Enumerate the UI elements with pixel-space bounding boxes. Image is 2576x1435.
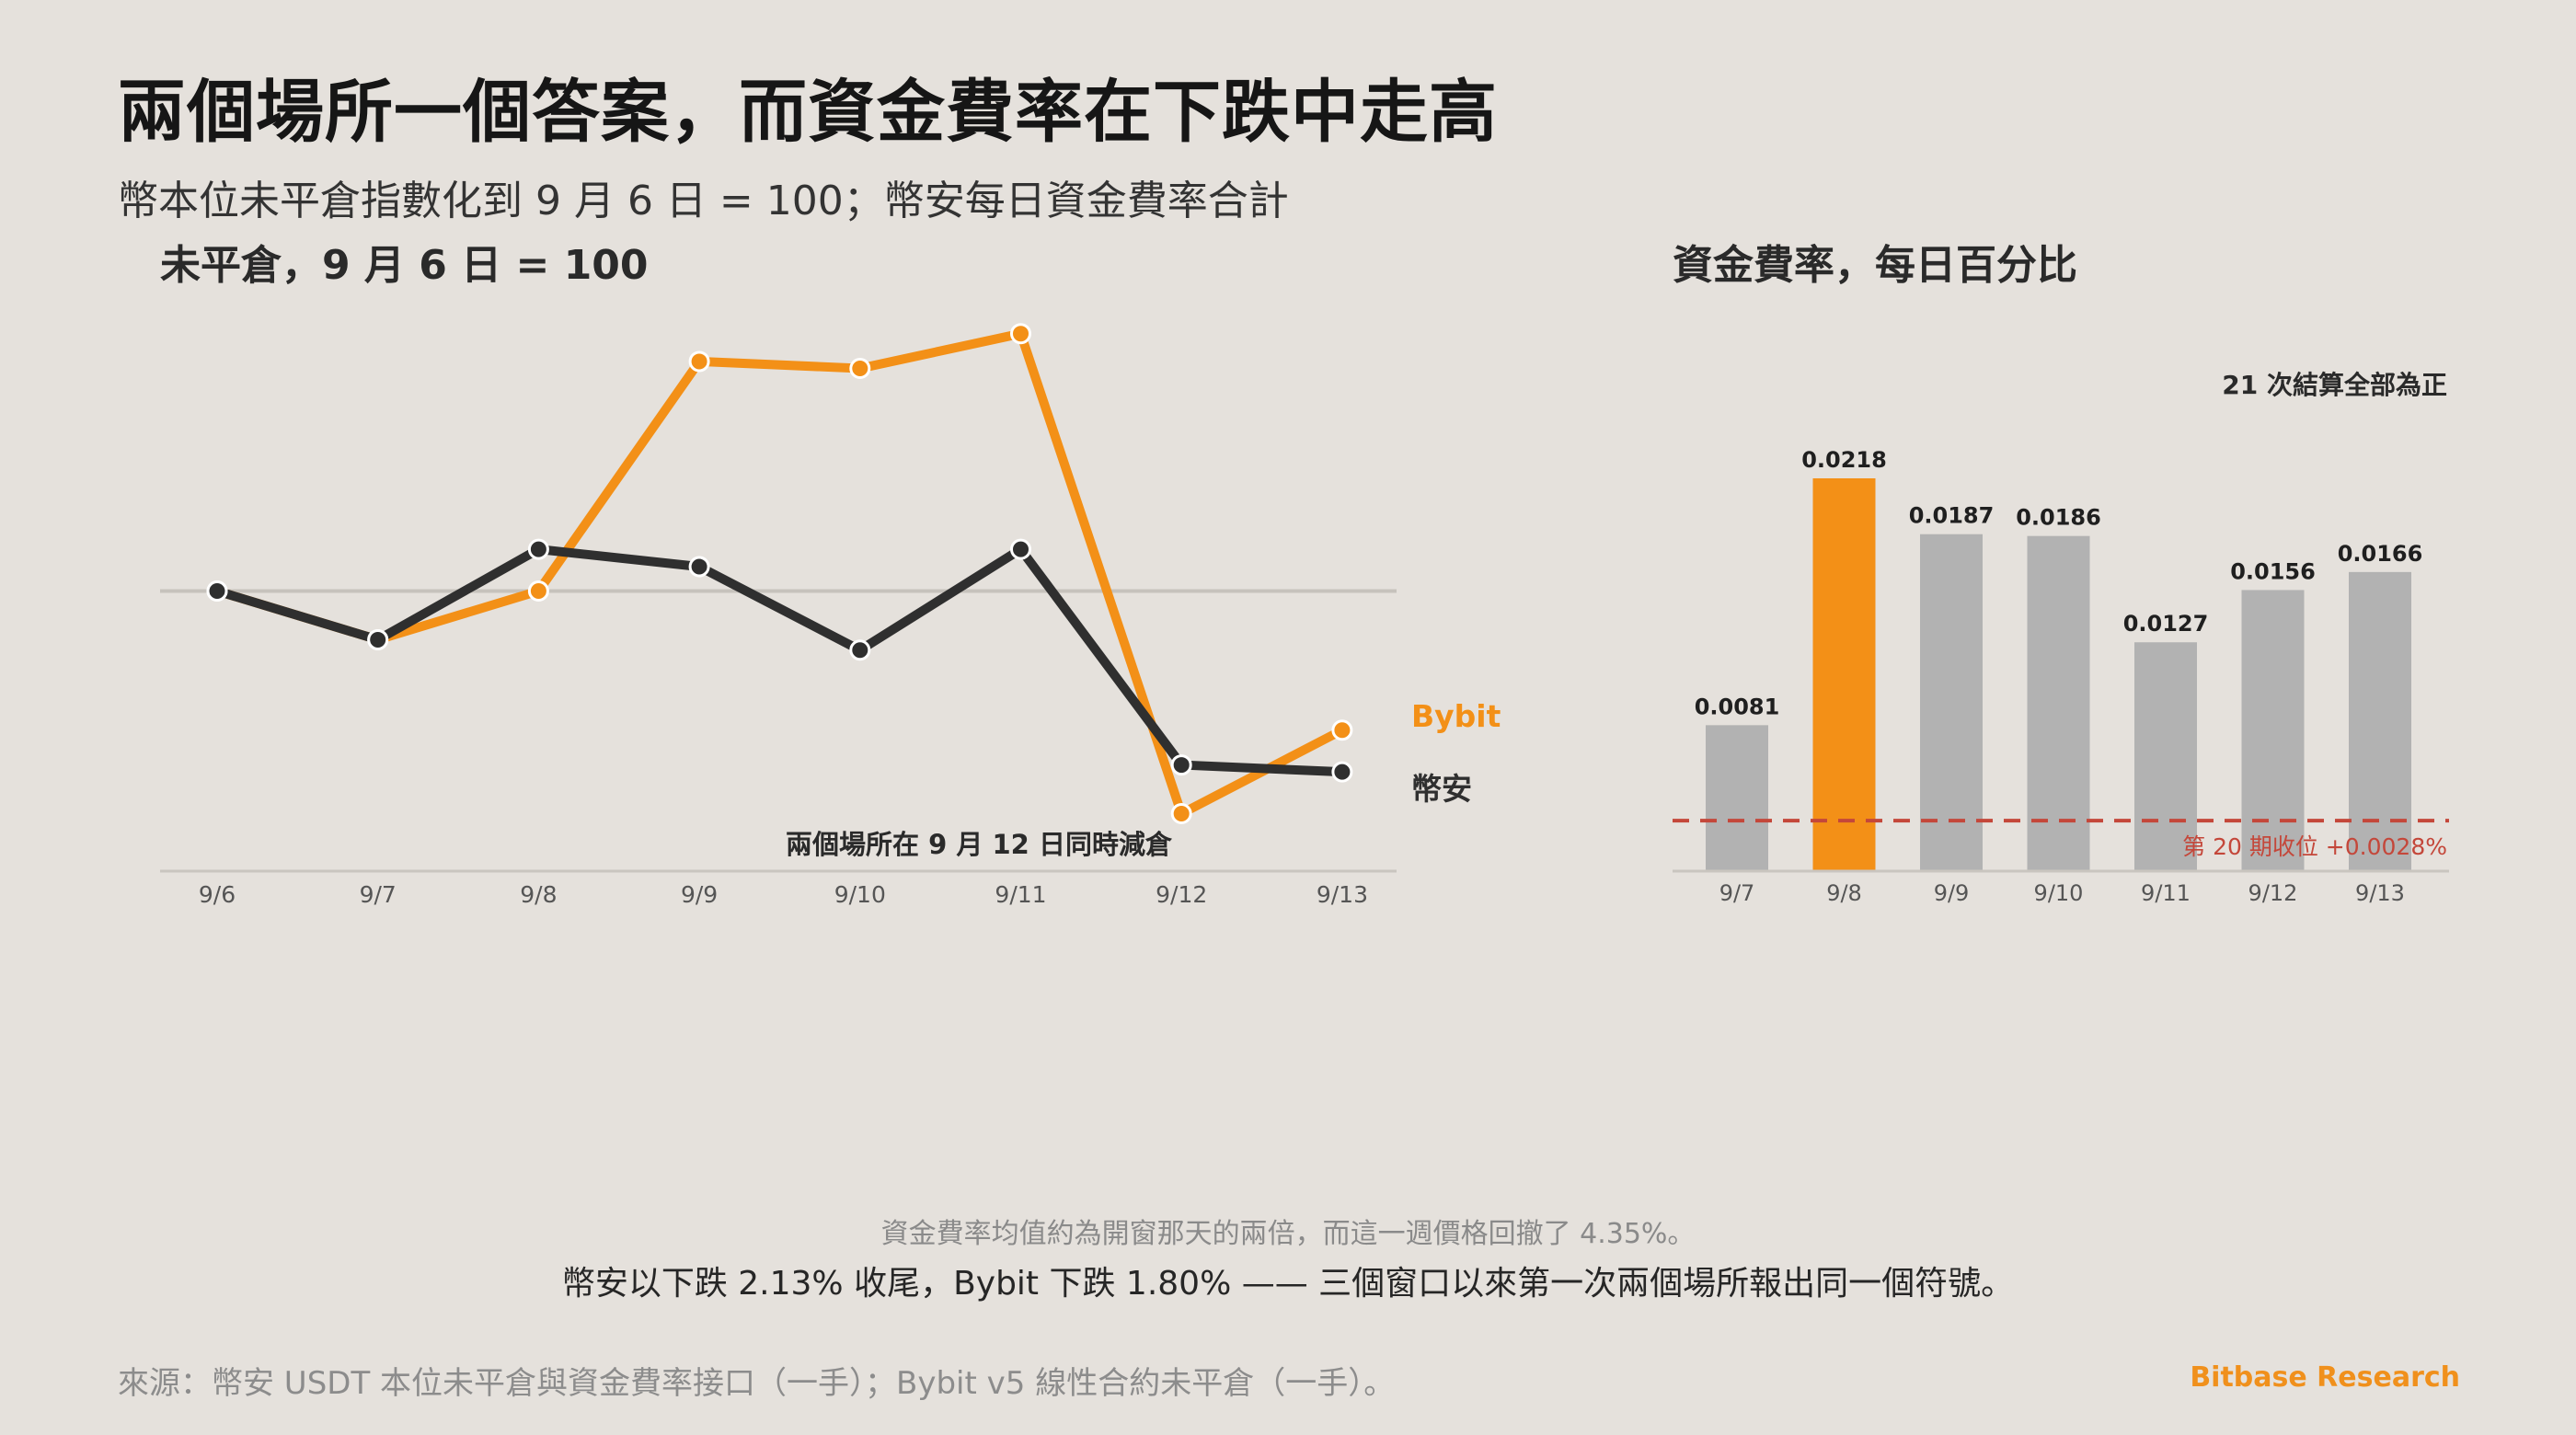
x-tick-label: 9/8: [520, 881, 557, 908]
bar: [1706, 725, 1768, 871]
bar-value-label: 0.0166: [2338, 541, 2423, 567]
binance-point: [1331, 761, 1353, 783]
threshold-label: 第 20 期收位 +0.0028%: [2182, 833, 2447, 860]
x-tick-label: 9/7: [360, 881, 397, 908]
bar-value-label: 0.0156: [2230, 558, 2316, 584]
footnote-primary: 資金費率均值約為開窗那天的兩倍，而這一週價格回撤了 4.35%。: [880, 1218, 1696, 1250]
bar: [2027, 535, 2090, 871]
bar-value-label: 0.0186: [2016, 505, 2101, 531]
x-tick-label: 9/9: [681, 881, 718, 908]
bar-value-label: 0.0218: [1801, 447, 1887, 473]
bybit-point: [849, 358, 871, 379]
x-tick-label: 9/6: [199, 881, 236, 908]
bar: [1920, 534, 1983, 871]
x-tick-label: 9/13: [1317, 881, 1368, 908]
chart-annotation: 21 次結算全部為正: [2222, 370, 2447, 400]
x-tick-label: 9/12: [1156, 881, 1207, 908]
bar-value-label: 0.0081: [1695, 694, 1780, 719]
binance-point: [849, 639, 871, 661]
bybit-point: [527, 580, 549, 602]
x-tick-label: 9/12: [2248, 880, 2298, 906]
bybit-point: [1170, 803, 1192, 824]
bybit-point: [1331, 719, 1353, 741]
binance-point: [206, 580, 228, 602]
binance-point: [688, 556, 710, 578]
x-tick-label: 9/10: [2034, 880, 2084, 906]
brand-label: Bitbase Research: [2190, 1361, 2460, 1394]
x-tick-label: 9/9: [1934, 880, 1970, 906]
x-tick-label: 9/7: [1719, 880, 1755, 906]
bar-value-label: 0.0187: [1909, 503, 1995, 529]
x-tick-label: 9/8: [1826, 880, 1862, 906]
bar: [2134, 642, 2197, 871]
binance-series-line: [213, 545, 1347, 777]
bar: [2349, 571, 2411, 871]
bybit-series-label: Bybit: [1411, 698, 1501, 734]
bybit-point: [688, 350, 710, 373]
funding-rate-chart-title: 資金費率，每日百分比: [1673, 242, 2077, 289]
page-title: 兩個場所一個答案，而資金費率在下跌中走高: [118, 73, 1498, 152]
binance-point: [367, 628, 389, 650]
binance-point: [1170, 754, 1192, 776]
x-tick-label: 9/11: [2141, 880, 2191, 906]
source-note: 來源：幣安 USDT 本位未平倉與資金費率接口（一手）；Bybit v5 線性合…: [118, 1365, 1396, 1402]
bar-value-label: 0.0127: [2123, 611, 2209, 637]
x-tick-label: 9/13: [2355, 880, 2405, 906]
binance-point: [527, 538, 549, 560]
footnote-secondary: 幣安以下跌 2.13% 收尾，Bybit 下跌 1.80% —— 三個窗口以來第…: [561, 1265, 2015, 1303]
x-tick-label: 9/11: [995, 881, 1046, 908]
binance-series-label: 幣安: [1411, 771, 1472, 807]
open-interest-chart-title: 未平倉，9 月 6 日 = 100: [160, 242, 649, 289]
bar-highlight: [1812, 478, 1876, 871]
page-subtitle: 幣本位未平倉指數化到 9 月 6 日 = 100；幣安每日資金費率合計: [118, 178, 1289, 224]
bybit-point: [1010, 323, 1031, 345]
bar: [2241, 590, 2305, 871]
chart-annotation: 兩個場所在 9 月 12 日同時減倉: [786, 829, 1173, 860]
binance-point: [1010, 538, 1031, 560]
x-tick-label: 9/10: [834, 881, 886, 908]
